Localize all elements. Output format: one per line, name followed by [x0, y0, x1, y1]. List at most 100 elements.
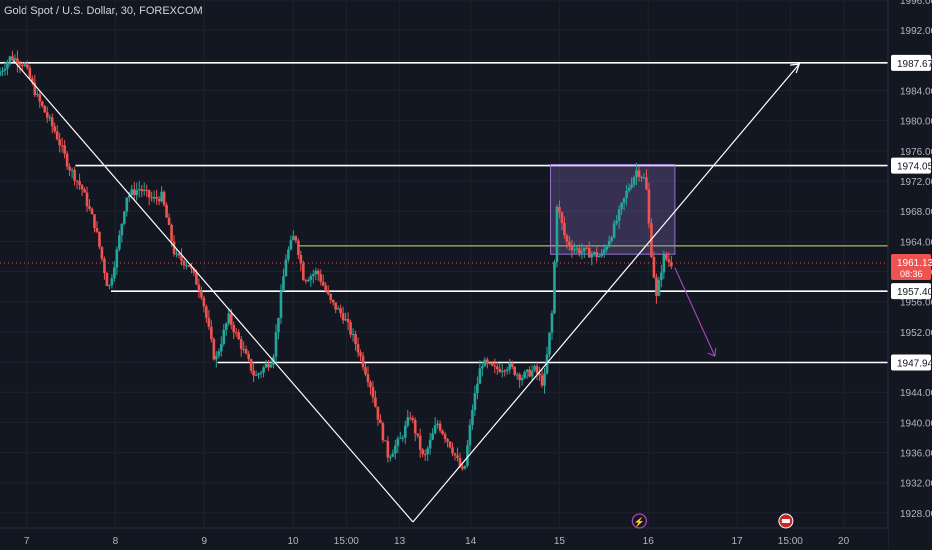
candle-body [374, 397, 377, 407]
candle-body [40, 101, 44, 106]
candle-body [356, 344, 360, 353]
candle-body [443, 434, 447, 439]
level-price-tag [891, 283, 931, 300]
candle-body [503, 370, 507, 372]
candle-body [538, 373, 541, 376]
candle-body [640, 176, 643, 178]
candle-body [157, 198, 161, 202]
candle-body [471, 409, 474, 426]
candle-body [379, 419, 382, 424]
candle-body [110, 278, 114, 286]
candle-body [277, 317, 280, 333]
price-tick-label: 1980.00 [900, 117, 932, 128]
candle-body [533, 365, 536, 371]
candle-body [237, 332, 240, 340]
price-tick-label: 1964.00 [900, 237, 932, 248]
candle-body [515, 374, 519, 376]
candle-body [336, 308, 340, 310]
candle-body [232, 324, 236, 333]
time-axis[interactable]: 7 8 9 10 15:00 13 14 15 16 17 15:00 20 [0, 527, 888, 550]
candle-body [38, 94, 42, 102]
candle-body [610, 237, 613, 241]
time-tick-label: 20 [838, 536, 850, 547]
candle-body [45, 112, 49, 118]
candle-body [302, 263, 305, 281]
level-price-label: 1957.40 [897, 287, 932, 298]
candle-body [453, 453, 457, 456]
time-axis-bg [0, 528, 888, 550]
candle-body [632, 177, 636, 185]
candle-body [175, 253, 178, 255]
candle-body [60, 145, 64, 147]
candle-body [513, 366, 516, 375]
candle-body [436, 423, 439, 426]
candle-body [262, 367, 265, 373]
candle-body [222, 329, 226, 345]
candle-body [590, 254, 594, 258]
candle-body [244, 349, 248, 354]
candle-body [205, 306, 208, 318]
candle-body [11, 56, 14, 60]
candle-body [210, 326, 213, 340]
candle-body [329, 293, 332, 300]
time-tick-label: 10 [287, 536, 299, 547]
candle-body [493, 365, 497, 367]
event-markers[interactable]: ⚡ [631, 513, 794, 529]
candle-body [573, 249, 576, 251]
price-tick-label: 1968.00 [900, 207, 932, 218]
candle-body [384, 440, 387, 442]
projection-arrow [674, 267, 716, 357]
candle-body [254, 374, 258, 376]
candle-body [394, 445, 397, 454]
candle-body [491, 362, 494, 366]
candle-body [145, 189, 148, 191]
candle-body [269, 364, 273, 368]
candle-body [570, 246, 574, 251]
candle-body [287, 249, 290, 260]
candle-body [207, 317, 211, 327]
candle-body [282, 276, 285, 292]
candle-body [587, 248, 591, 258]
trend-lines[interactable] [12, 59, 801, 523]
time-tick-label: 13 [394, 536, 406, 547]
candle-body [284, 259, 288, 277]
candle-body [505, 369, 509, 372]
candle-body [252, 370, 255, 376]
candle-body [530, 370, 534, 377]
candle-body [33, 82, 37, 96]
candle-body [642, 177, 646, 179]
candle-body [535, 365, 539, 374]
candle-body [242, 349, 245, 351]
candle-body [316, 270, 320, 275]
candle-body [127, 194, 131, 198]
candle-body [259, 372, 263, 374]
current-price-label: 1961.13 [897, 258, 932, 269]
candle-body [408, 417, 412, 419]
candle-body [583, 247, 586, 252]
candle-body [456, 455, 459, 459]
candle-body [396, 438, 400, 446]
price-tick-label: 1952.00 [900, 328, 932, 339]
candle-body [361, 355, 365, 368]
candle-body [118, 235, 121, 250]
candle-body [120, 223, 124, 236]
price-tick-label: 1944.00 [900, 388, 932, 399]
candle-body [652, 256, 656, 278]
candle-body [50, 117, 54, 127]
candle-body [630, 184, 633, 188]
candle-body [428, 439, 432, 449]
candle-body [130, 189, 134, 195]
level-price-label: 1987.67 [897, 59, 932, 70]
candle-body [160, 191, 163, 202]
candle-body [617, 209, 621, 221]
candle-body [257, 373, 260, 375]
candle-body [247, 353, 250, 360]
candle-body [219, 344, 223, 352]
candle-body [560, 212, 564, 224]
projection-arrowhead [707, 347, 717, 357]
price-axis[interactable]: 1928.001932.001936.001940.001944.001948.… [887, 0, 932, 550]
candle-body [660, 272, 663, 280]
candle-body [331, 299, 335, 303]
candle-body [73, 169, 76, 181]
